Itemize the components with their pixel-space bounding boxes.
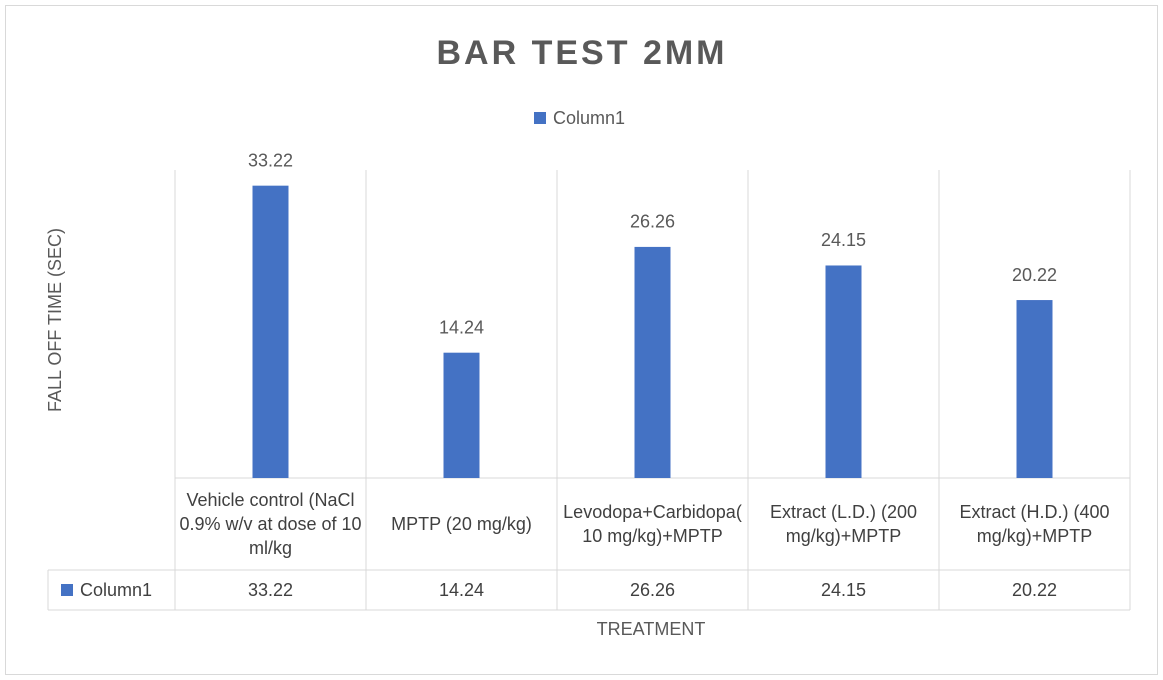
- bar: [1016, 300, 1053, 478]
- legend-swatch: [534, 112, 546, 124]
- table-value: 26.26: [629, 580, 676, 600]
- category-label: Vehicle control (NaCl 0.9% w/v at dose o…: [179, 490, 362, 558]
- bar: [443, 352, 480, 478]
- category-label: Extract (H.D.) (400 mg/kg)+MPTP: [959, 502, 1110, 546]
- legend-label: Column1: [553, 108, 625, 128]
- data-label: 20.22: [1012, 265, 1057, 285]
- bar: [825, 265, 862, 478]
- category-label: Extract (L.D.) (200 mg/kg)+MPTP: [769, 502, 918, 546]
- table-value: 33.22: [247, 580, 294, 600]
- data-label: 26.26: [630, 212, 675, 232]
- table-legend-label: Column1: [80, 580, 152, 600]
- data-label: 14.24: [439, 317, 484, 337]
- x-axis-label: TREATMENT: [597, 619, 706, 639]
- data-label: 24.15: [821, 230, 866, 250]
- category-label: MPTP (20 mg/kg): [391, 514, 532, 534]
- table-legend-swatch: [61, 584, 73, 596]
- table-value: 24.15: [820, 580, 867, 600]
- chart-title: BAR TEST 2MM: [437, 34, 728, 72]
- category-label: Levodopa+Carbidopa(10 mg/kg)+MPTP: [563, 502, 742, 546]
- chart-border: [5, 5, 1158, 675]
- y-axis-label: FALL OFF TIME (SEC): [45, 228, 65, 412]
- bar: [252, 185, 289, 478]
- bar: [634, 246, 671, 478]
- table-value: 14.24: [438, 580, 485, 600]
- data-label: 33.22: [248, 150, 293, 170]
- table-value: 20.22: [1011, 580, 1058, 600]
